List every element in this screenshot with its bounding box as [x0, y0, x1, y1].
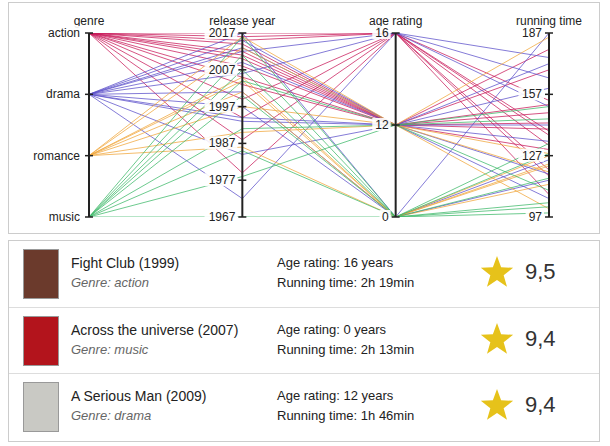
svg-text:running time: running time [516, 14, 582, 28]
html-text:9,4: 9,4 [525, 326, 556, 351]
svg-text:1987: 1987 [209, 136, 236, 150]
svg-text:97: 97 [529, 210, 543, 224]
svg-text:action: action [48, 26, 80, 40]
svg-text:1977: 1977 [209, 173, 236, 187]
html-text:Age rating: 16 years: Age rating: 16 years [277, 255, 394, 270]
svg-text:2017: 2017 [209, 26, 236, 40]
svg-text:0: 0 [382, 210, 389, 224]
svg-text:release year: release year [209, 14, 275, 28]
html-text:Running time: 1h 46min: Running time: 1h 46min [277, 408, 415, 423]
svg-text:1967: 1967 [209, 210, 236, 224]
svg-text:12: 12 [375, 118, 389, 132]
svg-text:1997: 1997 [209, 100, 236, 114]
html-text:Running time: 2h 19min: Running time: 2h 19min [277, 275, 415, 290]
svg-text:2007: 2007 [209, 63, 236, 77]
html-text:A Serious Man (2009): A Serious Man (2009) [71, 388, 207, 404]
html-text:Genre: music: Genre: music [71, 342, 149, 357]
html-text:Age rating: 0 years: Age rating: 0 years [277, 322, 387, 337]
svg-text:drama: drama [46, 87, 80, 101]
svg-text:187: 187 [522, 26, 542, 40]
svg-text:music: music [49, 210, 80, 224]
html-text:Fight Club (1999): Fight Club (1999) [71, 255, 180, 271]
svg-text:romance: romance [33, 149, 80, 163]
svg-text:genre: genre [74, 14, 105, 28]
html-text:9,5: 9,5 [525, 259, 556, 284]
svg-text:127: 127 [522, 149, 542, 163]
html-text:Across the universe (2007): Across the universe (2007) [71, 322, 239, 338]
html-text:Age rating: 12 years: Age rating: 12 years [277, 388, 394, 403]
html-text:Running time: 2h 13min: Running time: 2h 13min [277, 342, 415, 357]
svg-text:157: 157 [522, 87, 542, 101]
html-text:9,4: 9,4 [525, 392, 556, 417]
svg-text:age rating: age rating [369, 14, 422, 28]
html-text:Genre: action: Genre: action [71, 275, 149, 290]
html-text:Genre: drama: Genre: drama [71, 408, 152, 423]
svg-text:16: 16 [375, 26, 389, 40]
